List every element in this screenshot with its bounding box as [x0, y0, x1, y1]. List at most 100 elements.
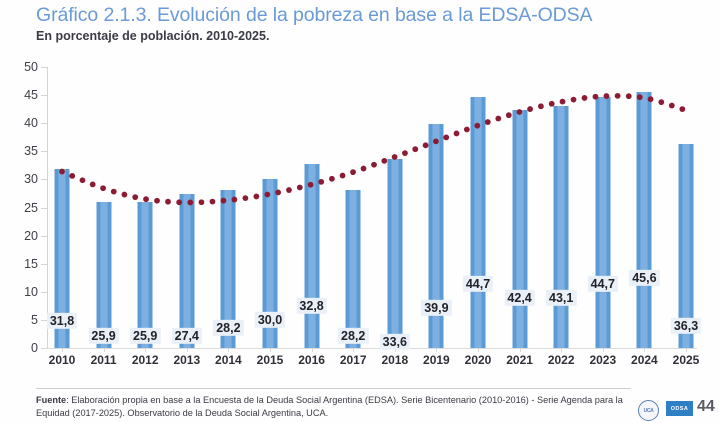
trend-line-dot	[412, 146, 419, 153]
x-axis-tick-mark	[353, 348, 355, 352]
bar[interactable]	[678, 143, 694, 348]
bar-value-label: 43,1	[546, 289, 577, 307]
x-axis-tick-mark	[62, 348, 63, 352]
x-axis-category-label: 2022	[547, 353, 575, 367]
trend-line-dot	[350, 169, 356, 176]
x-axis-ticks	[47, 348, 697, 352]
trend-line-dot	[121, 191, 128, 198]
y-axis-tick-mark	[41, 179, 47, 181]
bar[interactable]	[595, 96, 611, 349]
x-axis-category-label: 2025	[672, 353, 700, 367]
trend-line-dot	[422, 142, 429, 149]
x-axis-category-label: 2021	[506, 353, 533, 367]
x-axis-category-label: 2011	[90, 353, 117, 367]
bar[interactable]	[220, 189, 236, 349]
x-axis-category-label: 2024	[631, 353, 658, 367]
y-axis-tick-mark	[41, 263, 47, 265]
bar[interactable]	[304, 163, 320, 349]
footer-source-label: Fuente	[36, 395, 67, 405]
trend-line-dot	[443, 134, 450, 141]
trend-line-dot	[79, 177, 86, 184]
trend-line-dot	[538, 103, 544, 110]
x-axis-category-label: 2023	[589, 353, 617, 367]
bar-value-label: 44,7	[462, 275, 494, 293]
y-axis-tick-label: 35	[24, 144, 38, 159]
trend-line-dot	[154, 197, 160, 204]
y-axis-tick-mark	[41, 95, 47, 97]
bar-value-label: 27,4	[171, 327, 202, 345]
page-title: Gráfico 2.1.3. Evolución de la pobreza e…	[36, 4, 593, 26]
x-axis-category-label: 2016	[298, 353, 325, 367]
y-axis-tick-label: 30	[24, 172, 38, 187]
y-axis-labels: 50 45 40 35 30 25 20 15 10 5 0	[0, 58, 38, 358]
trend-line-dot	[505, 112, 512, 119]
y-axis-tick-mark	[41, 207, 47, 209]
y-axis-tick-label: 40	[24, 116, 38, 131]
trend-line-dot	[286, 187, 292, 193]
y-axis-tick-mark	[41, 151, 47, 153]
bar[interactable]	[470, 96, 486, 349]
trend-line-dot	[132, 194, 139, 201]
x-axis-category-label: 2014	[215, 353, 242, 367]
trend-line-dot	[463, 126, 470, 133]
bar[interactable]	[179, 194, 195, 348]
x-axis-category-label: 2017	[339, 353, 367, 367]
x-axis-tick-mark	[686, 348, 687, 352]
x-axis-tick-mark	[436, 348, 438, 352]
trend-line-dot	[658, 99, 665, 106]
trend-line-dot	[89, 181, 96, 188]
x-axis-tick-mark	[561, 348, 563, 352]
bar-value-label: 42,4	[504, 289, 535, 307]
y-axis-tick-mark	[41, 291, 47, 293]
bar[interactable]	[54, 169, 70, 348]
trend-line-dot	[679, 106, 686, 112]
bar-value-label: 25,9	[130, 327, 161, 345]
x-axis-tick-mark	[186, 348, 188, 352]
x-axis-category-label: 2020	[464, 353, 492, 367]
y-axis-tick-label: 10	[24, 284, 38, 299]
bar[interactable]	[512, 109, 528, 349]
bar-value-label: 44,7	[587, 275, 618, 293]
y-axis-tick-mark	[41, 319, 47, 321]
x-axis-tick-mark	[644, 348, 646, 352]
bar[interactable]	[553, 105, 569, 349]
bar-value-label: 32,8	[296, 297, 327, 315]
bar[interactable]	[636, 91, 652, 349]
x-axis-tick-mark	[228, 348, 230, 352]
bar[interactable]	[387, 159, 403, 348]
trend-line-dot	[668, 102, 675, 109]
y-axis-line	[47, 67, 48, 349]
bar[interactable]	[345, 189, 361, 349]
bar-value-label: 28,2	[338, 327, 369, 345]
bar-value-label: 28,2	[213, 319, 244, 337]
bar[interactable]	[96, 202, 112, 348]
trend-line-dot	[453, 130, 460, 137]
odsa-logo-icon: ODSA	[666, 401, 693, 416]
trend-line-dot	[253, 193, 260, 200]
x-axis-category-label: 2015	[256, 353, 284, 367]
trend-line-dot	[371, 161, 377, 168]
trend-line-dot	[614, 92, 621, 99]
x-axis-category-label: 2010	[48, 353, 76, 367]
trend-line-dot	[527, 106, 533, 112]
x-axis-tick-mark	[103, 348, 105, 352]
trend-line-dot	[209, 198, 216, 205]
uca-logo-text: UCA	[643, 407, 654, 414]
trend-line-dot	[318, 178, 325, 185]
y-axis-tick-label: 20	[24, 228, 38, 243]
bar-value-label: 31,8	[46, 312, 78, 330]
trend-line-dot	[100, 185, 106, 192]
trend-line-dot	[402, 150, 408, 157]
bar[interactable]	[262, 179, 278, 348]
x-axis-tick-mark	[602, 348, 604, 352]
footer-source: Fuente: Elaboración propia en base a la …	[36, 394, 626, 421]
trend-line-dot	[165, 198, 171, 205]
footer-source-text: : Elaboración propia en base a la Encues…	[36, 395, 623, 419]
bar[interactable]	[137, 202, 153, 348]
trend-line-dot	[296, 184, 303, 191]
page-number: 44	[697, 398, 715, 415]
x-axis-tick-mark	[311, 348, 313, 352]
y-axis-tick-label: 5	[31, 312, 38, 327]
bar[interactable]	[428, 123, 444, 349]
